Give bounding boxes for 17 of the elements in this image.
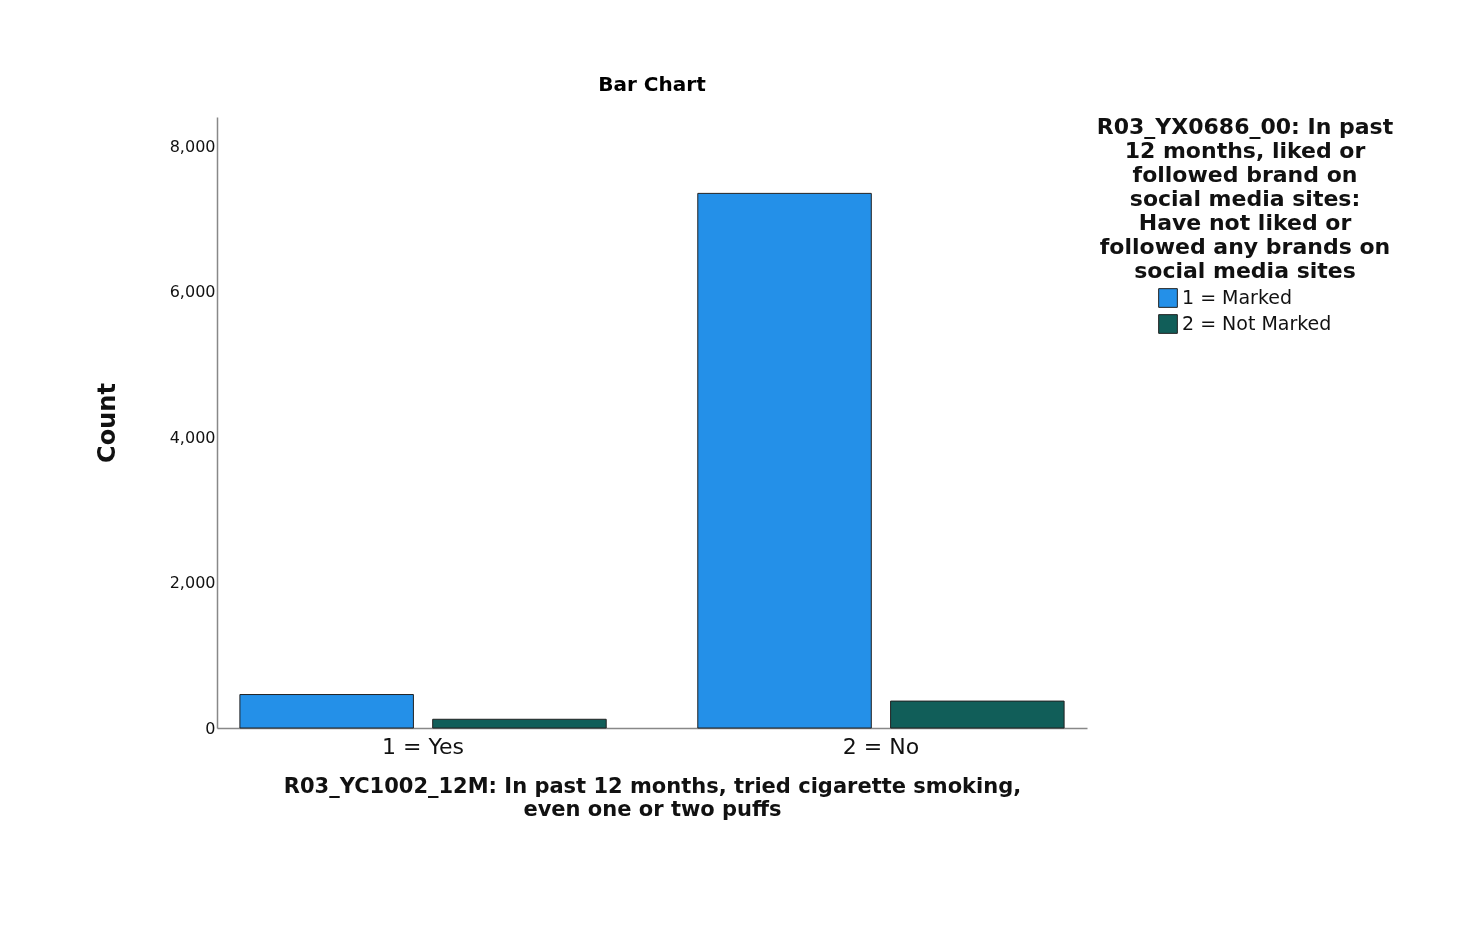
- legend-title: R03_YX0686_00: In past 12 months, liked or followed brand on social media sites: Have not liked or followed any brands on social media sites: [1096, 114, 1394, 283]
- x-tick-label: 1 = Yes: [382, 733, 465, 759]
- legend-label: 2 = Not Marked: [1182, 312, 1332, 334]
- bar: [697, 192, 872, 729]
- y-tick-label: 8,000: [169, 136, 216, 156]
- y-tick-label: 6,000: [169, 282, 216, 302]
- bar: [239, 694, 414, 729]
- x-tick-label: 2 = No: [842, 733, 920, 759]
- chart-title: Bar Chart: [598, 72, 707, 96]
- legend-label: 1 = Marked: [1182, 286, 1293, 308]
- bar: [432, 718, 607, 729]
- bar: [890, 700, 1065, 729]
- y-tick-label: 4,000: [169, 427, 216, 447]
- y-tick-label: 0: [205, 718, 216, 738]
- y-axis-title: Count: [92, 383, 121, 463]
- x-axis-title: R03_YC1002_12M: In past 12 months, tried cigarette smoking, even one or two puffs: [283, 773, 1022, 821]
- y-tick-label: 2,000: [169, 573, 216, 593]
